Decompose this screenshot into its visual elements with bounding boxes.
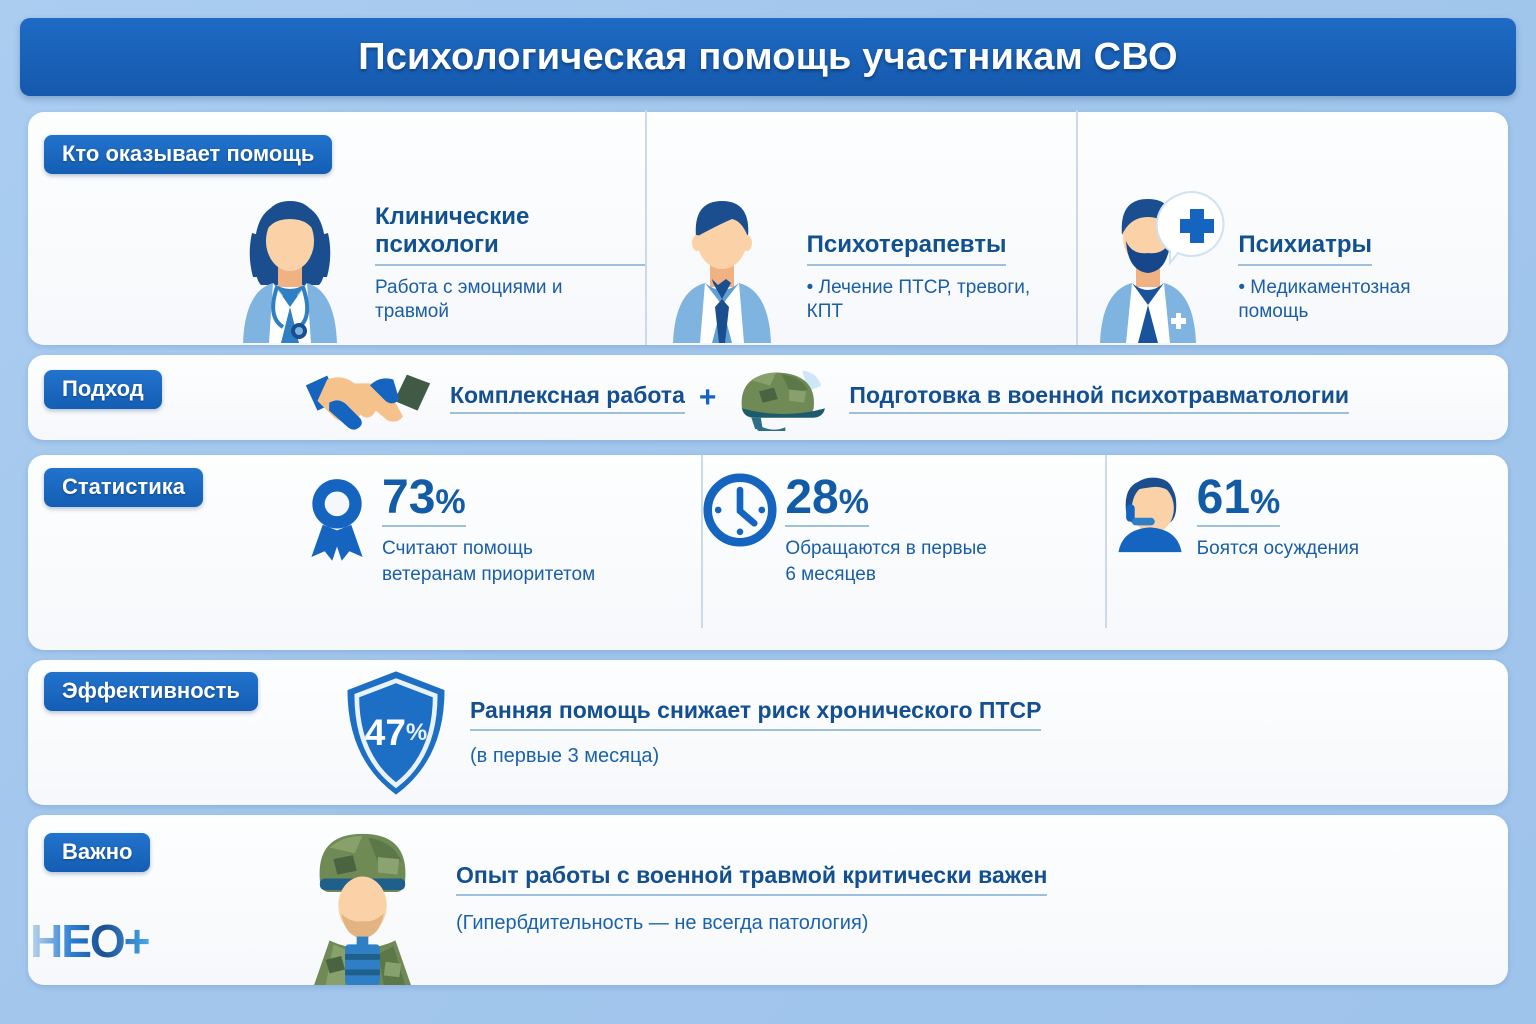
shield-unit: % bbox=[405, 718, 428, 746]
stat-value: 28% bbox=[785, 474, 869, 528]
provider-desc: Работа с эмоциями и травмой bbox=[375, 276, 563, 323]
effectiveness-card bbox=[28, 660, 1508, 805]
important-row: Опыт работы с военной травмой критически… bbox=[285, 815, 1505, 985]
effectiveness-row: 47% Ранняя помощь снижает риск хроническ… bbox=[340, 660, 1500, 805]
provider-title: Психотерапевты bbox=[806, 231, 1007, 266]
shield-icon: 47% bbox=[340, 667, 452, 799]
stat-body: 73% Считают помощь ветеранам приоритетом bbox=[382, 473, 597, 587]
soldier-icon bbox=[285, 830, 440, 985]
section-badge-important: Важно bbox=[44, 833, 151, 873]
section-badge-statistics: Статистика bbox=[44, 468, 203, 508]
provider-desc-text: Медикаментозная помощь bbox=[1238, 276, 1411, 323]
provider-desc-text: Лечение ПТСР, тревоги, КПТ bbox=[806, 276, 1031, 323]
shield-value: 47 bbox=[364, 712, 406, 753]
provider-title: Психиатры bbox=[1238, 231, 1373, 266]
clock-icon bbox=[703, 473, 781, 553]
stat-body: 61% Боятся осуждения bbox=[1196, 473, 1360, 562]
provider-item: Психиатры • Медикаментозная помощь bbox=[1076, 110, 1508, 345]
plus-sign: + bbox=[698, 380, 717, 414]
stat-number: 28 bbox=[785, 471, 839, 524]
provider-text: Психотерапевты • Лечение ПТСР, тревоги, … bbox=[797, 231, 1052, 343]
stat-number: 61 bbox=[1196, 471, 1251, 524]
effectiveness-main-text: Ранняя помощь снижает риск хронического … bbox=[470, 697, 1042, 731]
provider-item: Клинические психологи Работа с эмоциями … bbox=[215, 110, 645, 345]
handshake-icon bbox=[300, 364, 436, 432]
important-card bbox=[28, 815, 1508, 985]
bullet-point: • bbox=[1238, 276, 1251, 298]
stat-item: 61% Боятся осуждения bbox=[1104, 455, 1508, 628]
provider-desc: • Медикаментозная помощь bbox=[1238, 276, 1483, 325]
important-main-text: Опыт работы с военной травмой критически… bbox=[456, 862, 1048, 896]
effectiveness-text: Ранняя помощь снижает риск хронического … bbox=[470, 697, 1042, 768]
military-helmet-icon bbox=[730, 365, 835, 431]
stat-body: 28% Обращаются в первые 6 месяцев bbox=[785, 473, 1000, 587]
award-ribbon-icon bbox=[300, 473, 378, 561]
providers-list: Клинические психологи Работа с эмоциями … bbox=[215, 110, 1508, 345]
provider-text: Психиатры • Медикаментозная помощь bbox=[1228, 231, 1483, 343]
provider-title: Клинические психологи bbox=[375, 203, 645, 266]
effectiveness-sub-text: (в первые 3 месяца) bbox=[470, 745, 660, 767]
section-badge-effectiveness: Эффективность bbox=[44, 672, 258, 712]
approach-right-label: Подготовка в военной психотравматологии bbox=[849, 382, 1350, 414]
stat-caption: Обращаются в первые 6 месяцев bbox=[785, 538, 987, 585]
person-headset-icon bbox=[1107, 473, 1193, 553]
approach-left-label: Комплексная работа bbox=[450, 382, 685, 414]
provider-desc: • Лечение ПТСР, тревоги, КПТ bbox=[807, 276, 1052, 325]
stat-caption: Боятся осуждения bbox=[1196, 538, 1360, 560]
important-text: Опыт работы с военной травмой критически… bbox=[456, 862, 1048, 985]
stat-unit: % bbox=[838, 483, 869, 521]
stat-item: 73% Считают помощь ветеранам приоритетом bbox=[300, 455, 701, 628]
bearded-psychiatrist-icon bbox=[1078, 183, 1228, 343]
provider-text: Клинические психологи Работа с эмоциями … bbox=[365, 203, 645, 343]
stat-value: 73% bbox=[382, 474, 466, 528]
statistics-list: 73% Считают помощь ветеранам приоритетом… bbox=[300, 455, 1508, 650]
bullet-point: • bbox=[806, 276, 819, 298]
stat-unit: % bbox=[435, 483, 466, 521]
important-sub-text: (Гипербдительность — не всегда патология… bbox=[456, 912, 869, 934]
header-bar: Психологическая помощь участникам СВО bbox=[20, 18, 1516, 96]
female-psychologist-icon bbox=[215, 183, 365, 343]
brand-logo: НЕО+ bbox=[30, 915, 151, 967]
stat-caption: Считают помощь ветеранам приоритетом bbox=[382, 538, 596, 585]
page-title: Психологическая помощь участникам СВО bbox=[358, 35, 1178, 78]
provider-item: Психотерапевты • Лечение ПТСР, тревоги, … bbox=[644, 110, 1077, 345]
section-badge-approach: Подход bbox=[44, 370, 162, 410]
stat-item: 28% Обращаются в первые 6 месяцев bbox=[701, 455, 1104, 628]
stat-value: 61% bbox=[1196, 474, 1281, 528]
stat-number: 73 bbox=[382, 471, 436, 524]
male-therapist-icon bbox=[647, 183, 797, 343]
section-badge-providers: Кто оказывает помощь bbox=[44, 135, 333, 175]
approach-row: Комплексная работа + Подготовка в военно… bbox=[300, 355, 1500, 440]
stat-unit: % bbox=[1250, 483, 1281, 521]
